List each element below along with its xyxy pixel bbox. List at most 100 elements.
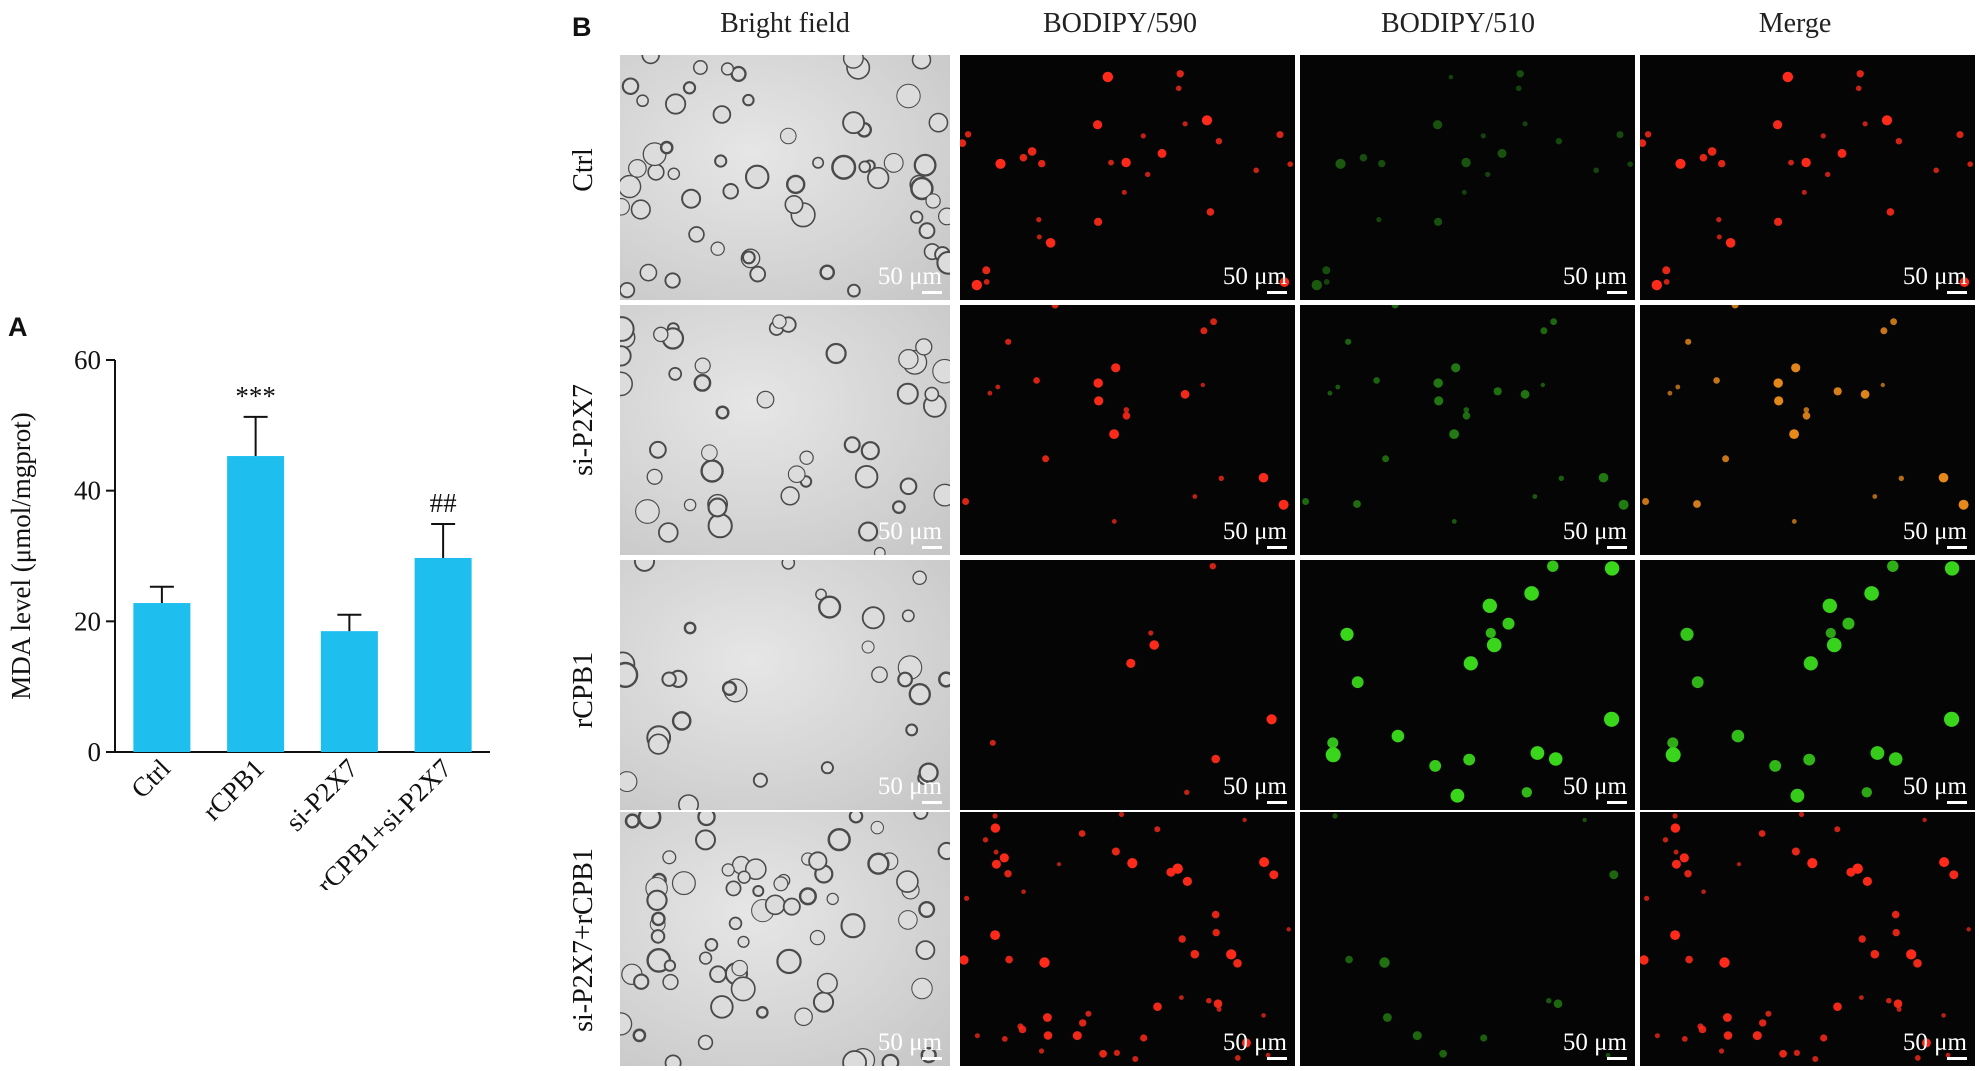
bar-si-p2x7 xyxy=(320,631,378,752)
fluorescent-cell xyxy=(990,930,1000,940)
micrograph-image xyxy=(620,314,950,555)
fluorescent-cell xyxy=(1461,157,1471,168)
cell-outline xyxy=(632,1028,647,1043)
cell-outline xyxy=(860,441,880,461)
scale-bar: 50 μm xyxy=(1563,1030,1627,1060)
fluorescent-cell xyxy=(1493,387,1502,396)
cell-outline xyxy=(867,852,890,875)
fluorescent-cell xyxy=(1302,498,1310,505)
micrograph-rcpb1-bodipy-590: 50 μm xyxy=(960,560,1295,810)
fluorescent-cell xyxy=(1852,863,1863,874)
cell-outline xyxy=(653,326,669,343)
cell-outline xyxy=(825,342,847,365)
cell-outline xyxy=(633,560,656,572)
fluorescent-cell xyxy=(960,955,969,965)
scale-bar-line xyxy=(922,546,942,549)
fluorescent-cell xyxy=(1433,378,1443,388)
fluorescent-cell xyxy=(1842,617,1855,630)
scale-bar: 50 μm xyxy=(878,774,942,804)
micrograph-rcpb1-merge: 50 μm xyxy=(1640,560,1975,810)
cell-outline xyxy=(858,521,879,542)
fluorescent-cell xyxy=(1774,396,1784,406)
cell-outline xyxy=(897,671,914,688)
fluorescent-cell xyxy=(1945,1052,1951,1058)
fluorescent-cell xyxy=(1102,71,1113,83)
fluorescent-cell xyxy=(1886,208,1895,216)
cell-outline xyxy=(749,265,767,283)
scale-bar-label: 50 μm xyxy=(1902,263,1967,290)
micrograph-image xyxy=(1665,560,1960,803)
fluorescent-cell xyxy=(1790,788,1805,803)
fluorescent-cell xyxy=(1209,563,1216,570)
fluorescent-cell xyxy=(1039,957,1050,968)
fluorescent-cell xyxy=(1182,876,1192,886)
fluorescent-cell xyxy=(1627,161,1633,167)
fluorescent-cell xyxy=(1604,561,1620,576)
cell-outline xyxy=(646,468,663,485)
fluorescent-cell xyxy=(991,859,1001,869)
fluorescent-cell xyxy=(995,384,1001,390)
fluorescent-cell xyxy=(1553,999,1563,1008)
fluorescent-cell xyxy=(1825,627,1836,639)
fluorescent-cell xyxy=(1451,519,1457,524)
micrograph-si-p2x7-bodipy-510: 50 μm xyxy=(1300,305,1635,555)
fluorescent-cell xyxy=(1005,338,1012,345)
scale-bar: 50 μm xyxy=(1563,519,1627,549)
fluorescent-cell xyxy=(1036,234,1042,240)
cell-outline xyxy=(678,794,699,810)
cell-outline xyxy=(688,226,705,243)
fluorescent-cell xyxy=(1862,121,1868,127)
fluorescent-cell xyxy=(1791,847,1800,856)
fluorescent-cell xyxy=(1127,858,1138,869)
fluorescent-cell xyxy=(1378,159,1386,168)
scale-bar-line xyxy=(1947,291,1967,294)
scale-bar: 50 μm xyxy=(1223,1030,1287,1060)
cell-outline xyxy=(698,951,713,965)
cell-outline xyxy=(938,671,950,688)
cell-outline xyxy=(630,199,651,220)
fluorescent-cell xyxy=(1820,1034,1828,1042)
scale-bar-line xyxy=(922,291,942,294)
fluorescent-cell xyxy=(1200,327,1208,335)
micrograph-image xyxy=(1642,305,1969,524)
cell-outline xyxy=(671,711,692,731)
fluorescent-cell xyxy=(1663,279,1670,285)
fluorescent-cell xyxy=(1463,407,1470,413)
fluorescent-cell xyxy=(971,279,982,291)
cell-outline xyxy=(720,62,735,76)
micrograph-si-p2x7-rcpb1-bodipy-510: 50 μm xyxy=(1300,812,1635,1066)
micrograph-ctrl-bodipy-590: 50 μm xyxy=(960,55,1295,300)
fluorescent-cell xyxy=(1825,171,1831,178)
fluorescent-cell xyxy=(1335,158,1346,169)
cell-outline xyxy=(918,762,939,783)
fluorescent-cell xyxy=(1121,157,1131,168)
cell-outline xyxy=(620,771,638,793)
cell-outline xyxy=(635,499,660,524)
fluorescent-cell xyxy=(1261,1013,1266,1018)
fluorescent-cell xyxy=(1522,121,1528,127)
fluorescent-cell xyxy=(1276,131,1284,139)
fluorescent-cell xyxy=(1486,637,1502,653)
micrograph-si-p2x7-bodipy-590: 50 μm xyxy=(960,305,1295,555)
fluorescent-cell xyxy=(1439,1049,1447,1058)
fluorescent-cell xyxy=(1880,327,1888,335)
fluorescent-cell xyxy=(1701,889,1706,894)
fluorescent-cell xyxy=(1547,560,1559,572)
fluorescent-cell xyxy=(1172,863,1183,874)
fluorescent-cell xyxy=(1540,382,1545,388)
cell-outline xyxy=(910,210,924,224)
fluorescent-cell xyxy=(1914,1055,1921,1061)
fluorescent-cell xyxy=(1078,830,1086,837)
fluorescent-cell xyxy=(1145,171,1151,178)
cell-outline xyxy=(843,436,861,454)
fluorescent-cell xyxy=(1218,475,1224,481)
cell-outline xyxy=(918,222,936,240)
fluorescent-cell xyxy=(1801,157,1811,168)
fluorescent-cell xyxy=(1872,494,1878,499)
scale-bar: 50 μm xyxy=(1903,264,1967,294)
cell-outline xyxy=(905,723,919,737)
y-tick-label: 60 xyxy=(74,345,101,375)
fluorescent-cell xyxy=(1200,382,1205,388)
scale-bar: 50 μm xyxy=(878,519,942,549)
bar-rcpb1 xyxy=(227,456,285,752)
